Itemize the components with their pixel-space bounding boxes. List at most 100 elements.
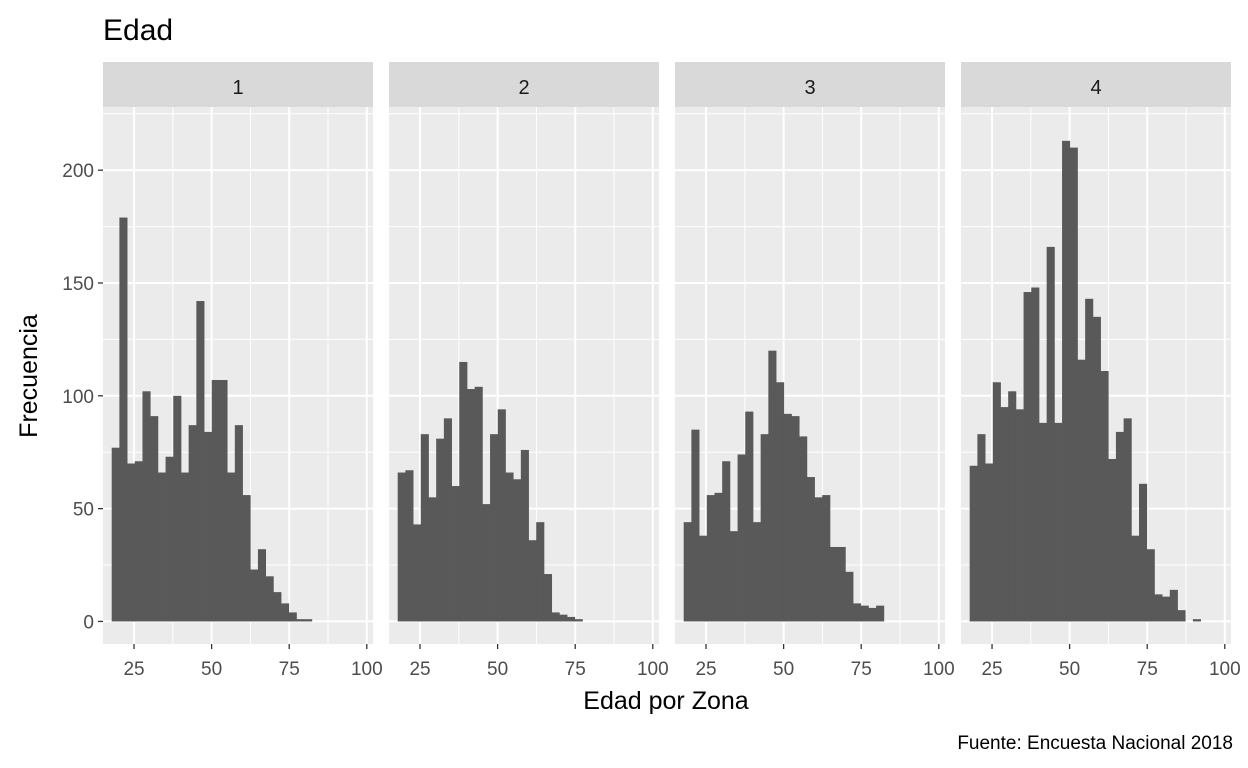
y-tick-label: 100 [62,387,94,408]
histogram-bar [436,438,445,622]
histogram-bar [1069,147,1078,622]
histogram-bar [1062,140,1071,622]
facet-panel-2: 2 25 50 75 100 [389,62,669,680]
histogram-bar [691,429,700,622]
histogram-bar [420,434,429,622]
histogram-bar [257,549,267,622]
histogram-bar [296,619,305,622]
histogram-bar [173,395,182,622]
histogram-bar [799,436,808,622]
histogram-bar [196,301,205,622]
histogram-bar [837,546,846,622]
histogram-bar [281,603,290,622]
facet-strip-label: 1 [232,77,243,99]
histogram-bar [204,431,213,622]
histogram-bar [992,382,1001,622]
x-tick-label: 75 [851,659,872,680]
histogram-bar [482,504,491,622]
histogram-bar [1177,610,1186,622]
histogram-bar [699,535,708,622]
histogram-bar [513,479,522,622]
histogram-bar [806,477,815,622]
histogram-bar [466,389,476,622]
facet-strip [675,62,945,107]
histogram-bar [1092,316,1101,622]
histogram-bar [397,472,406,622]
histogram-bar [413,524,422,622]
histogram-bar [853,603,862,622]
histogram-bar [1169,589,1178,622]
histogram-bar [211,380,220,622]
histogram-bar [1046,246,1055,622]
histogram-bar [265,576,274,622]
histogram-bar [822,495,831,622]
histogram-bar [497,409,506,622]
histogram-bar [729,531,738,622]
histogram-bar [1115,431,1125,622]
facet-strip [103,62,373,107]
histogram-bar [1085,298,1094,622]
histogram-bar [288,612,297,622]
chart-caption: Fuente: Encuesta Nacional 2018 [957,733,1233,754]
x-tick-label: 100 [923,659,955,680]
histogram-bar [505,472,514,622]
histogram-bar [683,522,692,622]
histogram-bar [134,461,143,622]
histogram-bar [783,413,792,622]
x-tick-label: 25 [981,659,1002,680]
histogram-bar [860,605,869,622]
facet-strip [961,62,1231,107]
facet-panel-4: 4 25 50 75 100 [961,62,1241,680]
histogram-bar [1000,407,1009,622]
histogram-bar [752,522,762,622]
histogram-bar [768,350,777,622]
x-tick-label: 50 [1059,659,1080,680]
histogram-bar [459,361,468,622]
y-tick-label: 50 [73,500,94,521]
y-axis: 0 50 100 150 200 [62,161,103,633]
facet-panel-3: 3 25 50 75 100 [675,62,955,680]
histogram-bar [985,463,994,622]
histogram-bar [157,472,166,622]
facet-strip [389,62,659,107]
histogram-bar [474,386,483,622]
histogram-bar [567,616,576,622]
histogram-bar [1015,409,1024,622]
histogram-bar [551,612,560,622]
histogram-bar [1131,535,1140,622]
histogram-bar [127,463,136,622]
histogram-bar [706,495,715,622]
histogram-bar [111,447,120,622]
histogram-bar [829,546,839,622]
histogram-bar [428,497,437,622]
y-axis-title: Frecuencia [15,314,43,438]
histogram-bar [227,472,236,622]
facet-strip-label: 4 [1090,77,1101,99]
histogram-bar [543,574,553,622]
histogram-bar [791,416,800,622]
x-tick-label: 25 [123,659,144,680]
histogram-bar [250,569,259,622]
y-tick-label: 0 [83,612,94,633]
chart-title: Edad [103,14,173,47]
histogram-bar [142,391,151,622]
histogram-bar [574,619,583,622]
facet-panel-1: 1 25 50 75 100 [103,62,383,680]
histogram-bar [1154,594,1163,622]
histogram-bar [1123,418,1132,622]
x-tick-label: 75 [1137,659,1158,680]
x-tick-label: 100 [637,659,669,680]
histogram-bar [165,456,174,622]
histogram-bar [304,619,313,622]
histogram-bar [969,465,978,622]
histogram-bar [219,380,228,622]
histogram-bar [845,571,854,622]
histogram-bar [1038,422,1048,622]
histogram-bar [405,470,414,622]
histogram-bar [536,522,545,622]
x-tick-label: 75 [565,659,586,680]
histogram-bar [876,605,885,622]
histogram-bar [528,540,537,622]
y-tick-label: 200 [62,161,94,182]
